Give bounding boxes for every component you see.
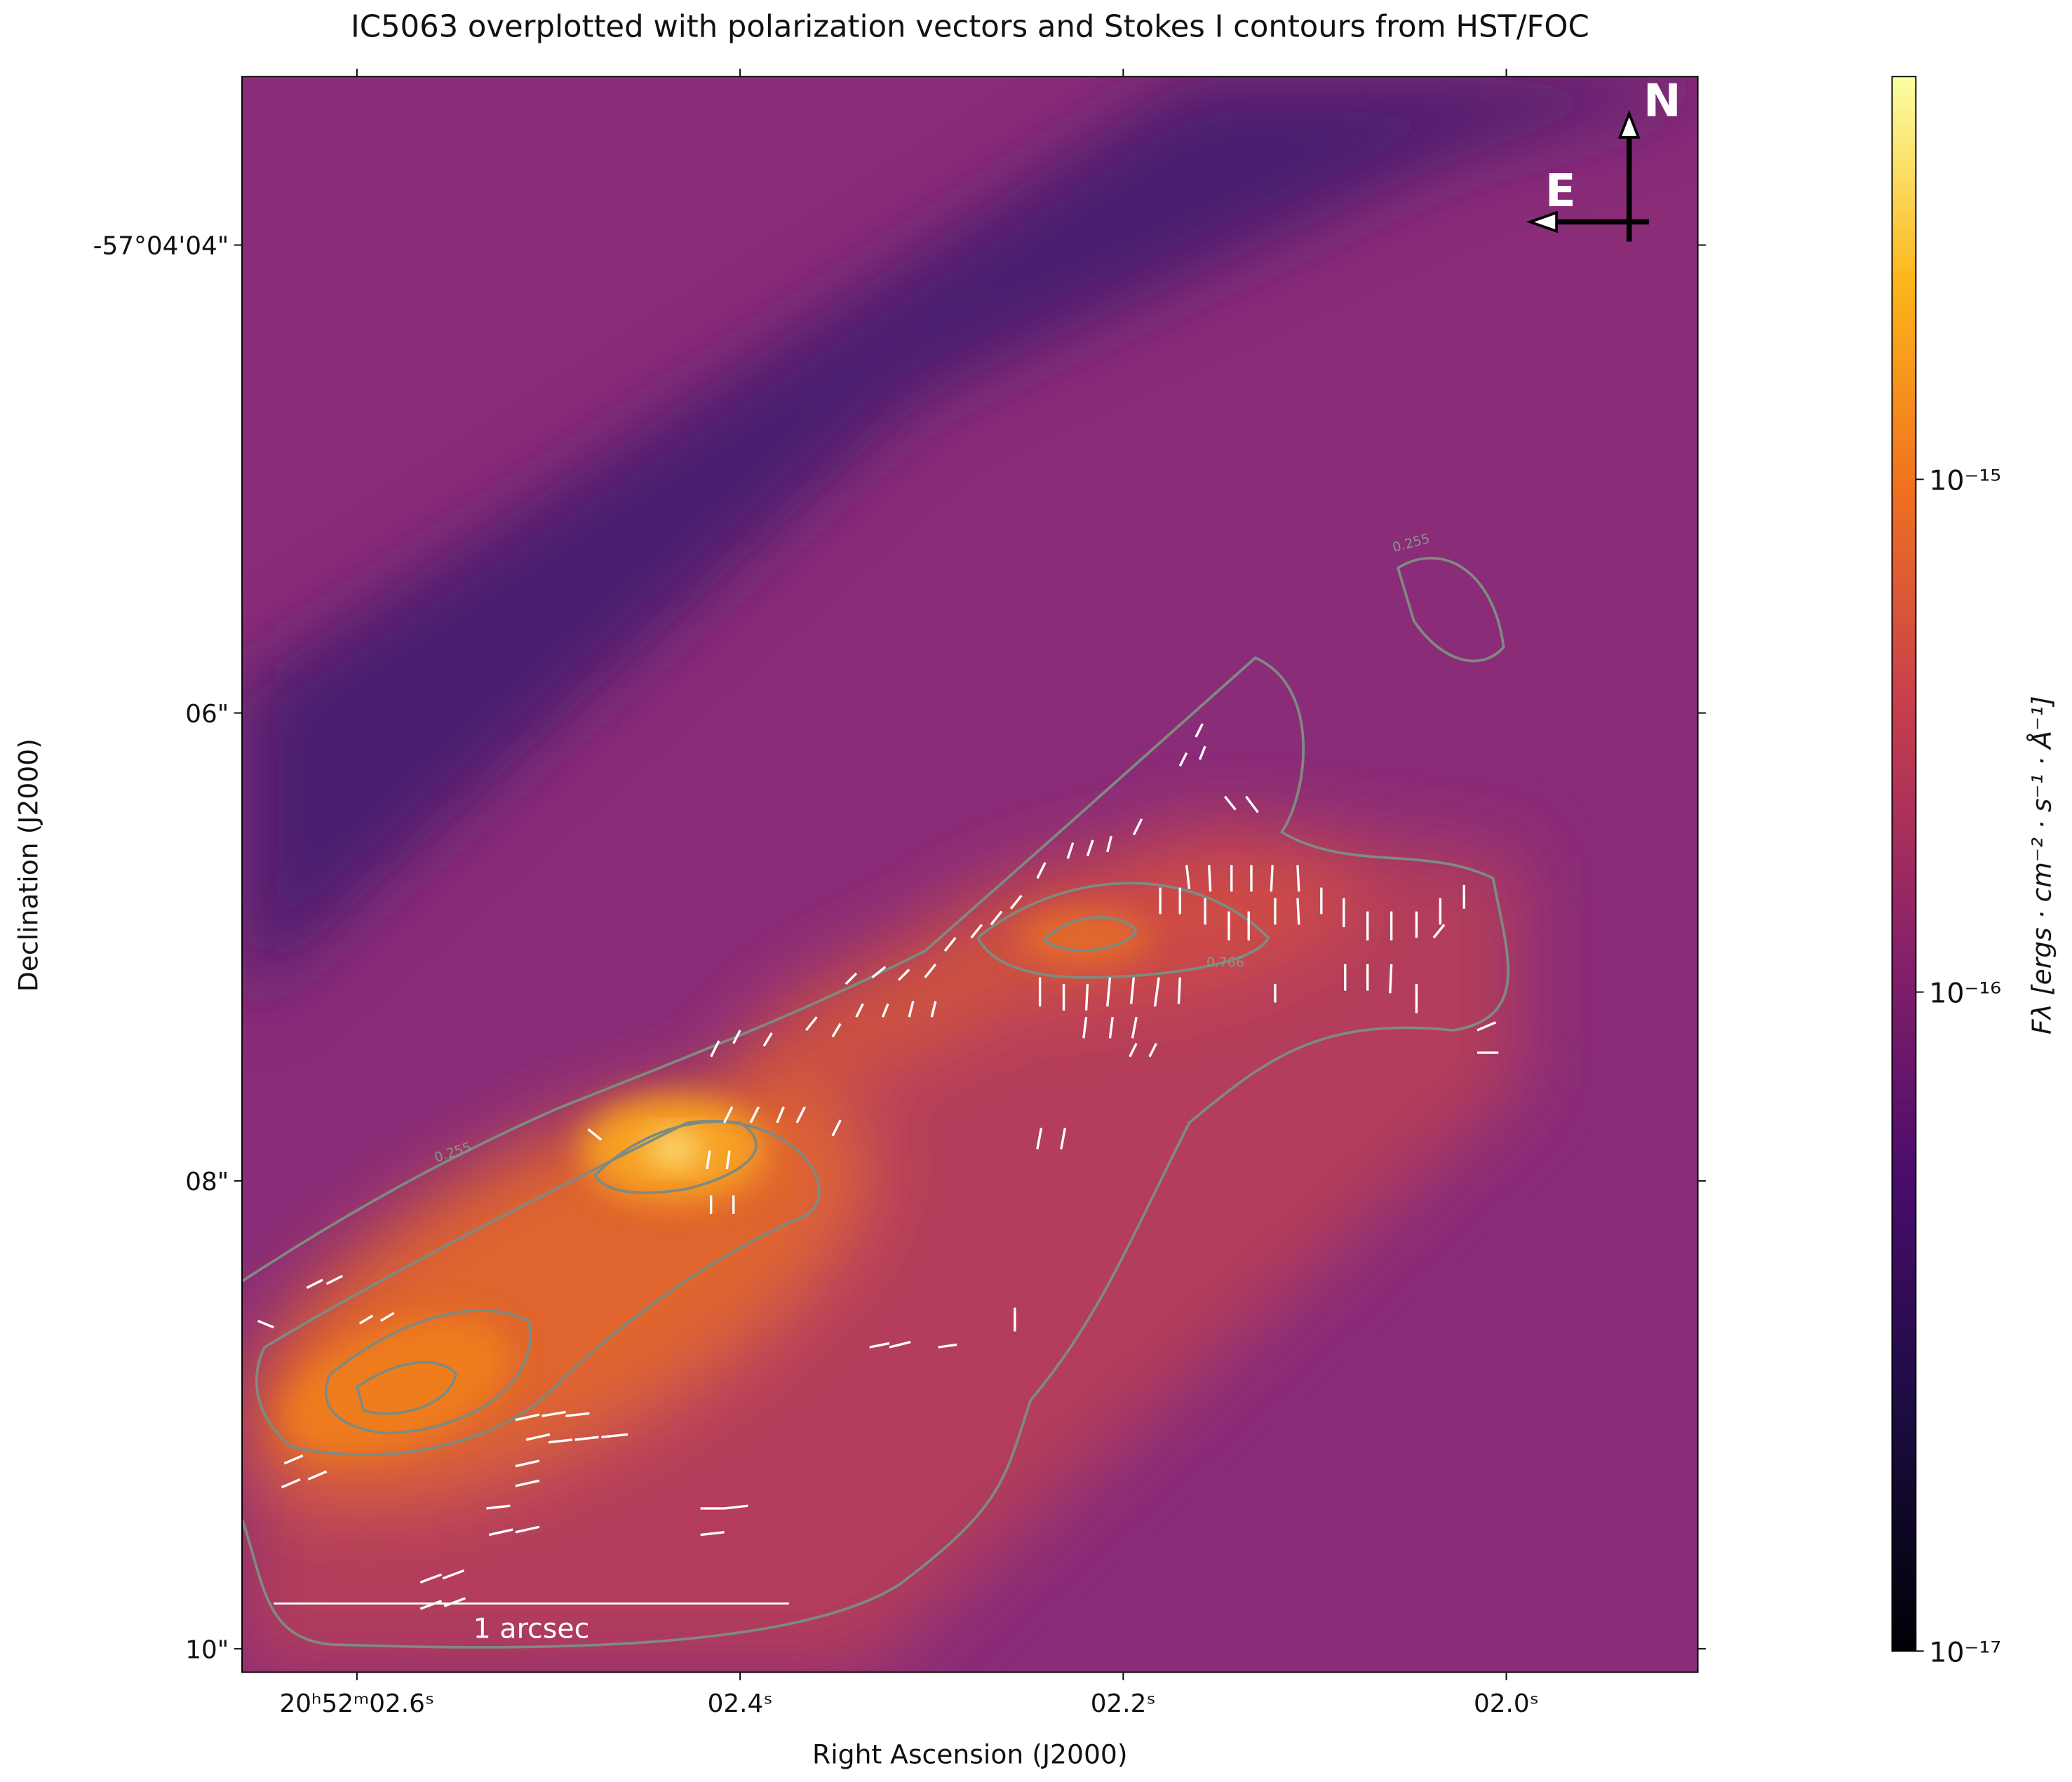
compass	[1526, 109, 1649, 242]
x-tick-label: 20ʰ52ᵐ02.6ˢ	[280, 1689, 435, 1718]
y-tick-label: 08"	[185, 1168, 229, 1196]
y-tick-label: -57°04'04"	[93, 232, 229, 261]
y-axis-label: Declination (J2000)	[13, 738, 43, 992]
x-axis-label: Right Ascension (J2000)	[812, 1739, 1128, 1769]
compass-east: E	[1545, 166, 1576, 217]
x-tick-label: 02.0ˢ	[1474, 1689, 1539, 1718]
colorbar	[1891, 76, 1917, 1652]
y-tick-label: 10"	[185, 1635, 229, 1664]
chart-title: IC5063 overplotted with polarization vec…	[351, 10, 1589, 45]
colorbar-tick-label: 10⁻¹⁶	[1929, 978, 2001, 1010]
contour-label: 0.766	[1206, 956, 1244, 971]
x-tick-label: 02.4ˢ	[708, 1689, 773, 1718]
image	[242, 76, 1698, 1673]
colorbar-tick-label: 10⁻¹⁷	[1929, 1636, 2001, 1668]
colorbar-label: Fλ [ergs · cm⁻² · s⁻¹ · Å⁻¹]	[2026, 696, 2057, 1034]
plot-frame	[241, 76, 1699, 1673]
scale-bar-label: 1 arcsec	[473, 1612, 590, 1645]
x-tick-label: 02.2ˢ	[1091, 1689, 1156, 1718]
compass-north: N	[1643, 76, 1681, 128]
colorbar-tick-label: 10⁻¹⁵	[1929, 465, 2001, 497]
y-tick-label: 06"	[185, 700, 229, 729]
